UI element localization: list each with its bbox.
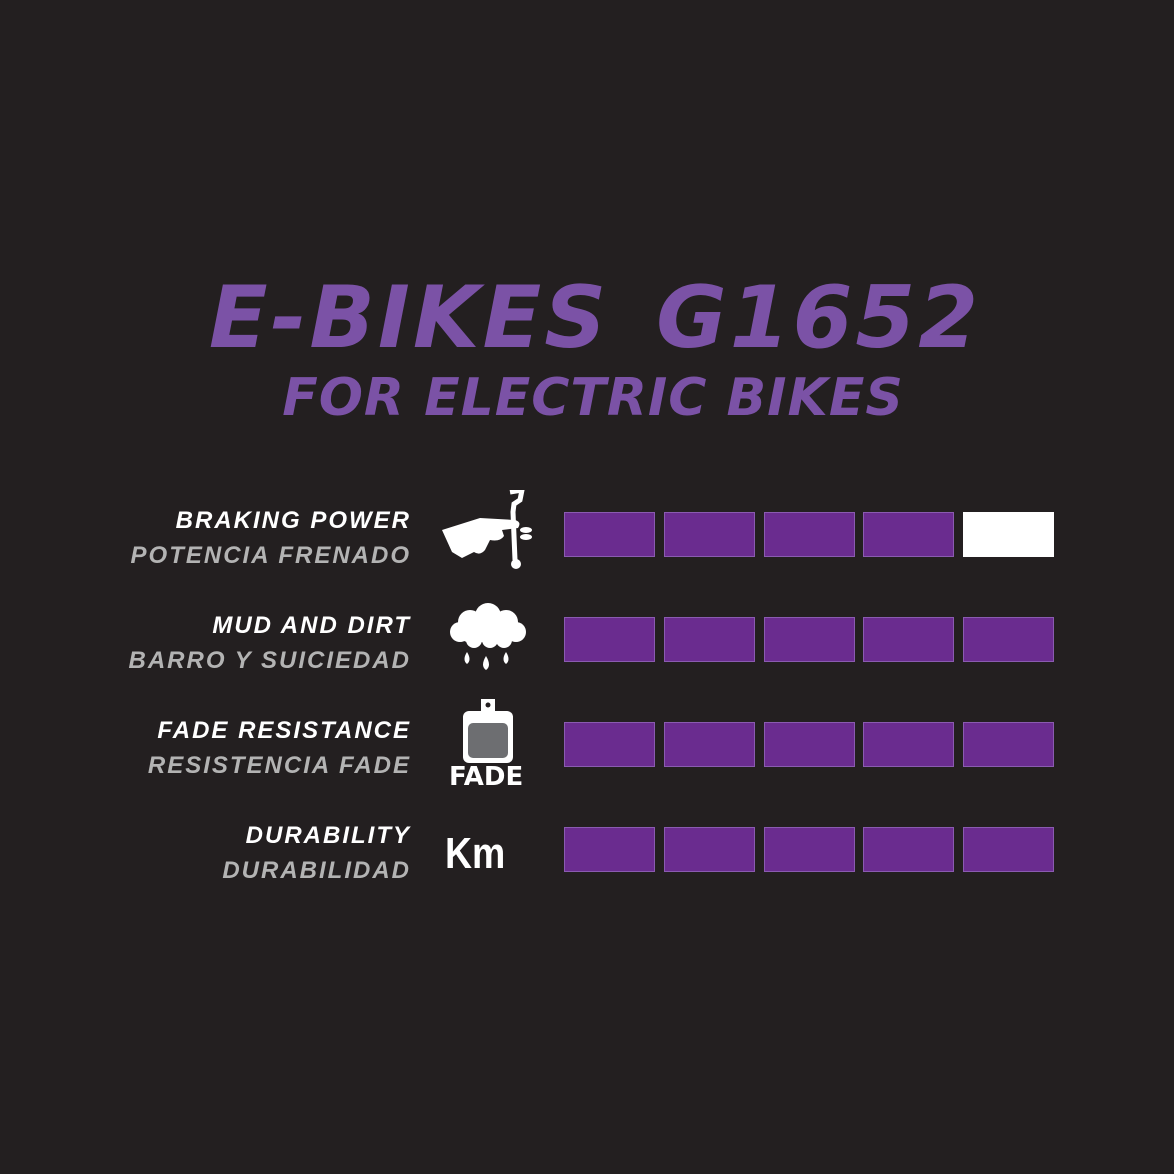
rating-bar-filled: [664, 827, 755, 872]
rating-bar-filled: [863, 512, 954, 557]
rating-bar-filled: [764, 617, 855, 662]
rating-bar-filled: [863, 617, 954, 662]
rating-bar-filled: [963, 617, 1054, 662]
rating-bar-filled: [863, 827, 954, 872]
rating-bar-filled: [963, 722, 1054, 767]
rating-bar-filled: [963, 827, 1054, 872]
product-subtitle: FOR ELECTRIC BIKES: [282, 368, 904, 428]
label-en: FADE RESISTANCE: [157, 717, 411, 744]
label-es: POTENCIA FRENADO: [130, 542, 411, 569]
rating-bar-filled: [664, 617, 755, 662]
rating-bar-filled: [564, 827, 655, 872]
rating-bar-filled: [564, 617, 655, 662]
rating-bar-empty: [963, 512, 1054, 557]
fade-icon-text: FADE: [449, 762, 524, 792]
rating-row-mud-and-dirt: MUD AND DIRT BARRO Y SUICIEDAD: [0, 603, 1174, 697]
rating-bar-filled: [863, 722, 954, 767]
hand-brake-lever-icon: [442, 490, 532, 569]
rating-bar-filled: [764, 722, 855, 767]
label-en: DURABILITY: [245, 822, 411, 849]
label-es: BARRO Y SUICIEDAD: [128, 647, 411, 674]
rating-bar-filled: [564, 512, 655, 557]
rating-row-durability: DURABILITY DURABILIDAD Km: [0, 822, 1174, 907]
rating-bar-filled: [564, 722, 655, 767]
brake-pad-icon: [463, 699, 513, 763]
rating-bar-filled: [764, 512, 855, 557]
rating-bar-filled: [764, 827, 855, 872]
rain-cloud-icon: [450, 603, 526, 670]
rating-bar-filled: [664, 722, 755, 767]
label-en: MUD AND DIRT: [212, 612, 411, 639]
label-en: BRAKING POWER: [175, 507, 411, 534]
label-es: RESISTENCIA FADE: [147, 752, 411, 779]
km-icon: Km: [445, 829, 506, 878]
product-title: E-BIKES G1652: [208, 268, 982, 368]
rating-bar-filled: [664, 512, 755, 557]
rating-row-fade-resistance: FADE RESISTANCE RESISTENCIA FADE FADE: [0, 699, 1174, 802]
label-es: DURABILIDAD: [222, 857, 411, 884]
rating-row-braking-power: BRAKING POWER POTENCIA FRENADO: [0, 490, 1174, 592]
